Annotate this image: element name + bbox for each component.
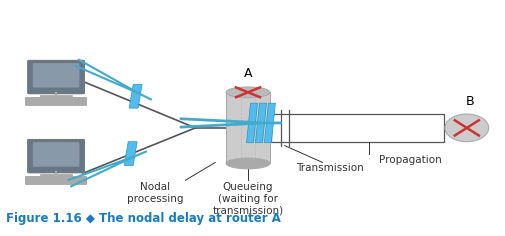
FancyBboxPatch shape — [28, 60, 84, 94]
Ellipse shape — [226, 158, 270, 169]
Text: Queueing
(waiting for
transmission): Queueing (waiting for transmission) — [213, 182, 284, 215]
Polygon shape — [246, 103, 258, 143]
Text: B: B — [466, 95, 474, 108]
Polygon shape — [256, 103, 267, 143]
FancyBboxPatch shape — [26, 177, 87, 184]
FancyBboxPatch shape — [33, 143, 79, 166]
Text: A: A — [244, 67, 252, 80]
FancyBboxPatch shape — [28, 139, 84, 173]
Ellipse shape — [445, 114, 489, 142]
Bar — [226, 92, 270, 164]
FancyBboxPatch shape — [28, 139, 84, 173]
Polygon shape — [124, 142, 137, 165]
Text: Nodal
processing: Nodal processing — [127, 182, 184, 204]
Text: Transmission: Transmission — [296, 164, 364, 173]
Bar — [271, 114, 444, 142]
Polygon shape — [129, 84, 142, 108]
FancyBboxPatch shape — [28, 60, 84, 94]
Text: Figure 1.16 ◆ The nodal delay at router A: Figure 1.16 ◆ The nodal delay at router … — [7, 212, 281, 225]
FancyBboxPatch shape — [33, 63, 79, 87]
FancyBboxPatch shape — [26, 97, 87, 105]
Polygon shape — [265, 103, 275, 143]
Text: Propagation: Propagation — [379, 155, 442, 164]
Ellipse shape — [226, 87, 270, 98]
